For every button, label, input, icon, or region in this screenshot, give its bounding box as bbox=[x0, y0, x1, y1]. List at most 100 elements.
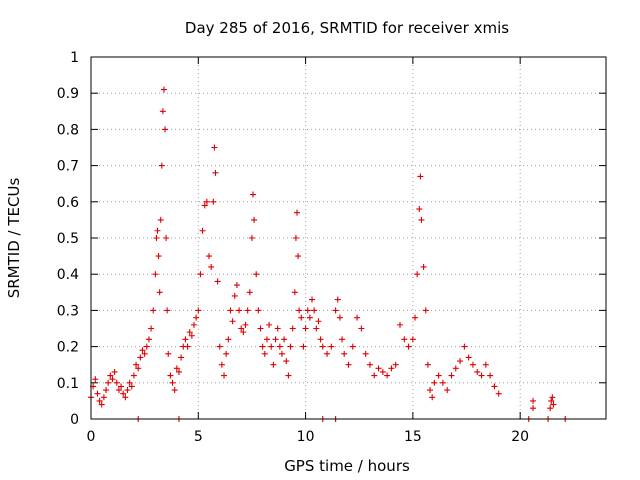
data-point bbox=[371, 372, 378, 379]
data-point bbox=[211, 144, 218, 151]
data-point bbox=[313, 325, 320, 332]
data-point bbox=[549, 394, 556, 401]
data-point bbox=[100, 394, 107, 401]
data-point bbox=[341, 350, 348, 357]
data-point bbox=[334, 296, 341, 303]
data-point bbox=[221, 372, 228, 379]
data-point bbox=[148, 325, 155, 332]
data-point bbox=[126, 379, 133, 386]
data-point bbox=[366, 361, 373, 368]
data-point bbox=[418, 216, 425, 223]
y-tick-label: 0.9 bbox=[57, 86, 79, 102]
data-point bbox=[162, 126, 169, 133]
data-point bbox=[469, 361, 476, 368]
data-point bbox=[193, 314, 200, 321]
data-point bbox=[422, 307, 429, 314]
data-point bbox=[210, 198, 217, 205]
data-point bbox=[281, 336, 288, 343]
data-point bbox=[345, 361, 352, 368]
data-point bbox=[465, 354, 472, 361]
data-point bbox=[167, 372, 174, 379]
data-point bbox=[251, 216, 258, 223]
x-tick-label: 15 bbox=[404, 429, 422, 445]
data-point bbox=[255, 307, 262, 314]
data-point bbox=[236, 307, 243, 314]
data-point bbox=[375, 365, 382, 372]
data-point bbox=[276, 343, 283, 350]
data-point bbox=[435, 372, 442, 379]
data-point bbox=[287, 343, 294, 350]
x-tick-label: 10 bbox=[297, 429, 315, 445]
data-point bbox=[208, 263, 215, 270]
data-point bbox=[409, 336, 416, 343]
data-point bbox=[309, 296, 316, 303]
data-point bbox=[429, 394, 436, 401]
data-point bbox=[263, 336, 270, 343]
data-point bbox=[427, 387, 434, 394]
data-point bbox=[223, 350, 230, 357]
data-point bbox=[358, 325, 365, 332]
data-point bbox=[107, 372, 114, 379]
data-point bbox=[414, 271, 421, 278]
y-axis-label: SRMTID / TECUs bbox=[5, 178, 23, 299]
data-point bbox=[328, 343, 335, 350]
data-point bbox=[122, 394, 129, 401]
data-point bbox=[214, 278, 221, 285]
data-point bbox=[306, 314, 313, 321]
data-point bbox=[302, 325, 309, 332]
data-point bbox=[272, 336, 279, 343]
data-point bbox=[188, 332, 195, 339]
data-point bbox=[199, 227, 206, 234]
data-point bbox=[240, 329, 247, 336]
data-point bbox=[530, 405, 537, 412]
y-tick-label: 0.1 bbox=[57, 376, 79, 392]
data-point bbox=[244, 307, 251, 314]
data-point bbox=[212, 169, 219, 176]
data-point bbox=[159, 108, 166, 115]
data-point bbox=[547, 405, 554, 412]
y-tick-label: 0.7 bbox=[57, 159, 79, 175]
data-point bbox=[115, 387, 122, 394]
data-point bbox=[201, 202, 208, 209]
data-point bbox=[461, 343, 468, 350]
data-point bbox=[133, 361, 140, 368]
data-point bbox=[98, 401, 105, 408]
data-point bbox=[154, 227, 161, 234]
x-axis-label: GPS time / hours bbox=[284, 457, 410, 475]
data-point bbox=[444, 387, 451, 394]
data-point bbox=[257, 325, 264, 332]
data-point bbox=[137, 354, 144, 361]
data-point bbox=[160, 86, 167, 93]
data-point bbox=[246, 289, 253, 296]
data-point bbox=[278, 350, 285, 357]
data-point bbox=[294, 209, 300, 216]
data-point bbox=[417, 173, 424, 180]
data-point bbox=[324, 350, 331, 357]
data-point bbox=[231, 292, 238, 299]
data-point bbox=[120, 390, 127, 397]
data-point bbox=[339, 336, 346, 343]
data-point bbox=[94, 390, 101, 397]
data-point bbox=[315, 318, 322, 325]
data-point bbox=[530, 397, 537, 404]
data-point bbox=[412, 314, 419, 321]
data-point bbox=[173, 365, 180, 372]
data-point bbox=[105, 379, 112, 386]
data-point bbox=[216, 343, 223, 350]
data-point bbox=[478, 372, 485, 379]
x-tick-label: 0 bbox=[87, 429, 96, 445]
y-tick-label: 0.6 bbox=[57, 195, 79, 211]
data-point bbox=[158, 162, 165, 169]
data-point bbox=[362, 350, 369, 357]
data-point bbox=[354, 314, 361, 321]
data-point bbox=[186, 329, 193, 336]
data-point bbox=[268, 343, 275, 350]
data-point bbox=[113, 379, 120, 386]
data-point bbox=[304, 307, 311, 314]
data-point bbox=[266, 321, 273, 328]
data-point bbox=[405, 343, 412, 350]
data-point bbox=[238, 325, 245, 332]
data-point bbox=[270, 361, 277, 368]
data-point bbox=[317, 336, 324, 343]
